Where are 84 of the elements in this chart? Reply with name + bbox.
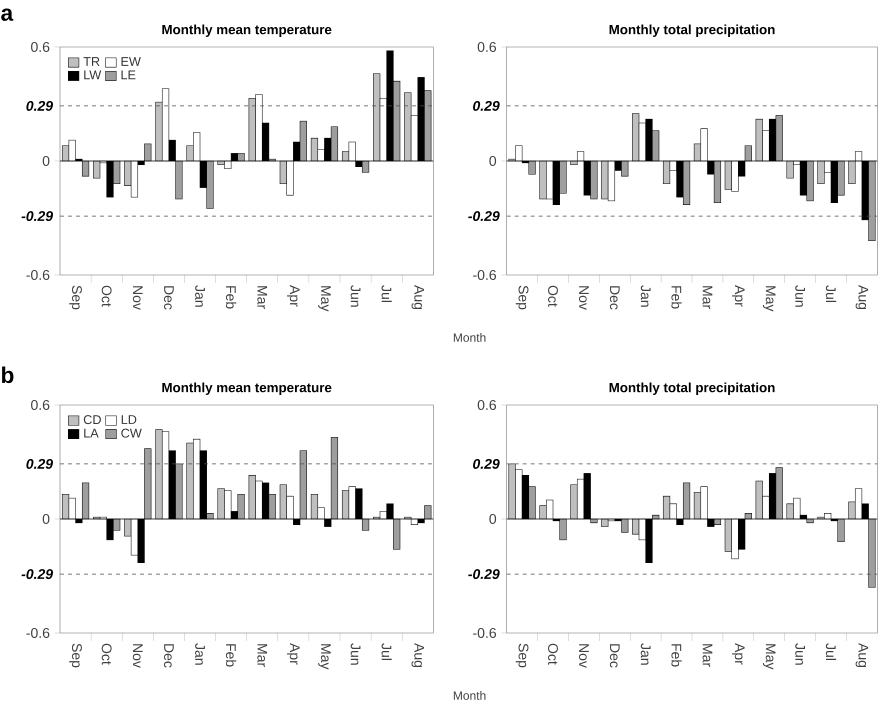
- x-tick-label: May: [762, 286, 776, 312]
- y-tick-label: 0.6: [478, 42, 496, 52]
- x-tick-label: Apr: [732, 285, 745, 307]
- chart-title: Monthly total precipitation: [610, 382, 775, 395]
- x-tick-label: May: [762, 644, 776, 670]
- y-tick-label: 0.6: [31, 42, 50, 52]
- ref-line-label: 0.29: [473, 458, 500, 469]
- x-tick-label: Sep: [69, 286, 82, 310]
- x-tick-label: Aug: [856, 285, 868, 310]
- ref-line-label: 0.29: [473, 100, 500, 111]
- x-tick-label: Nov: [579, 286, 589, 310]
- legend-label: LA: [84, 428, 99, 438]
- x-tick-label: Mar: [702, 286, 712, 309]
- y-tick-label: 0: [42, 514, 50, 524]
- legend-label: EW: [122, 57, 141, 66]
- ref-line-label: -0.29: [22, 569, 53, 580]
- y-tick-label: 0.6: [478, 400, 496, 410]
- x-tick-label: Jun: [350, 285, 360, 307]
- x-tick-label: Sep: [516, 644, 528, 668]
- x-tick-label: Aug: [856, 643, 868, 668]
- x-tick-label: Apr: [732, 643, 745, 665]
- x-tick-label: Mar: [702, 644, 712, 667]
- y-tick-label: -0.6: [473, 628, 496, 638]
- x-axis-title: Month: [454, 691, 486, 700]
- text: b: [2, 366, 14, 384]
- x-tick-label: Jun: [795, 643, 805, 665]
- x-tick-label: Oct: [102, 644, 112, 665]
- x-tick-label: Jan: [195, 285, 205, 307]
- x-tick-label: Jan: [640, 643, 651, 665]
- x-tick-label: Oct: [102, 286, 112, 307]
- x-tick-label: Dec: [610, 286, 620, 310]
- ref-line-label: -0.29: [468, 569, 500, 580]
- y-tick-label: -0.6: [26, 628, 50, 638]
- x-tick-label: Jan: [640, 285, 651, 307]
- x-tick-label: Oct: [548, 286, 558, 307]
- legend-label: LE: [122, 70, 136, 80]
- x-tick-label: Sep: [69, 644, 82, 668]
- x-axis-title: Month: [454, 333, 486, 342]
- ref-line-label: 0.29: [26, 100, 53, 111]
- legend-label: CW: [121, 428, 142, 438]
- x-tick-label: Feb: [226, 644, 236, 667]
- text: a: [1, 8, 14, 21]
- y-tick-label: -0.6: [26, 270, 50, 280]
- x-tick-label: Aug: [412, 285, 424, 310]
- x-tick-label: Apr: [287, 643, 300, 665]
- ref-line-label: -0.29: [468, 211, 500, 222]
- x-tick-label: Sep: [516, 286, 528, 310]
- x-tick-label: Aug: [412, 643, 424, 668]
- y-tick-label: 0: [42, 156, 50, 166]
- x-tick-label: Mar: [257, 286, 268, 309]
- x-tick-label: Apr: [287, 285, 300, 307]
- y-tick-label: 0.6: [31, 400, 50, 410]
- x-tick-label: Nov: [132, 286, 143, 310]
- ref-line-label: 0.29: [26, 458, 53, 469]
- y-tick-label: 0: [489, 156, 496, 166]
- y-tick-label: -0.6: [473, 270, 496, 280]
- x-tick-label: Nov: [579, 644, 589, 668]
- x-tick-label: Jan: [195, 643, 205, 665]
- chart-title: Monthly total precipitation: [610, 24, 775, 37]
- x-tick-label: Feb: [226, 286, 236, 309]
- x-tick-label: Mar: [257, 644, 268, 667]
- legend-label: CD: [84, 415, 101, 424]
- x-tick-label: Jul: [382, 643, 392, 660]
- chart-title: Monthly mean temperature: [162, 382, 332, 395]
- x-tick-label: Oct: [548, 644, 558, 665]
- x-tick-label: Dec: [610, 644, 620, 668]
- x-tick-label: Feb: [671, 644, 682, 667]
- x-tick-label: Jul: [382, 285, 392, 302]
- chart-title: Monthly mean temperature: [162, 24, 332, 37]
- x-tick-label: Feb: [671, 286, 682, 309]
- legend-label: LW: [84, 70, 102, 80]
- x-tick-label: Dec: [164, 644, 174, 668]
- x-tick-label: Nov: [132, 644, 143, 668]
- x-tick-label: May: [318, 644, 331, 670]
- x-tick-label: Jul: [826, 643, 836, 660]
- x-tick-label: May: [318, 286, 331, 312]
- legend-label: LD: [122, 415, 136, 424]
- ref-line-label: -0.29: [22, 211, 53, 222]
- x-tick-label: Dec: [164, 286, 174, 310]
- legend-label: TR: [83, 57, 100, 66]
- x-tick-label: Jul: [826, 285, 836, 302]
- x-tick-label: Jun: [795, 285, 805, 307]
- y-tick-label: 0: [489, 514, 496, 524]
- x-tick-label: Jun: [350, 643, 360, 665]
